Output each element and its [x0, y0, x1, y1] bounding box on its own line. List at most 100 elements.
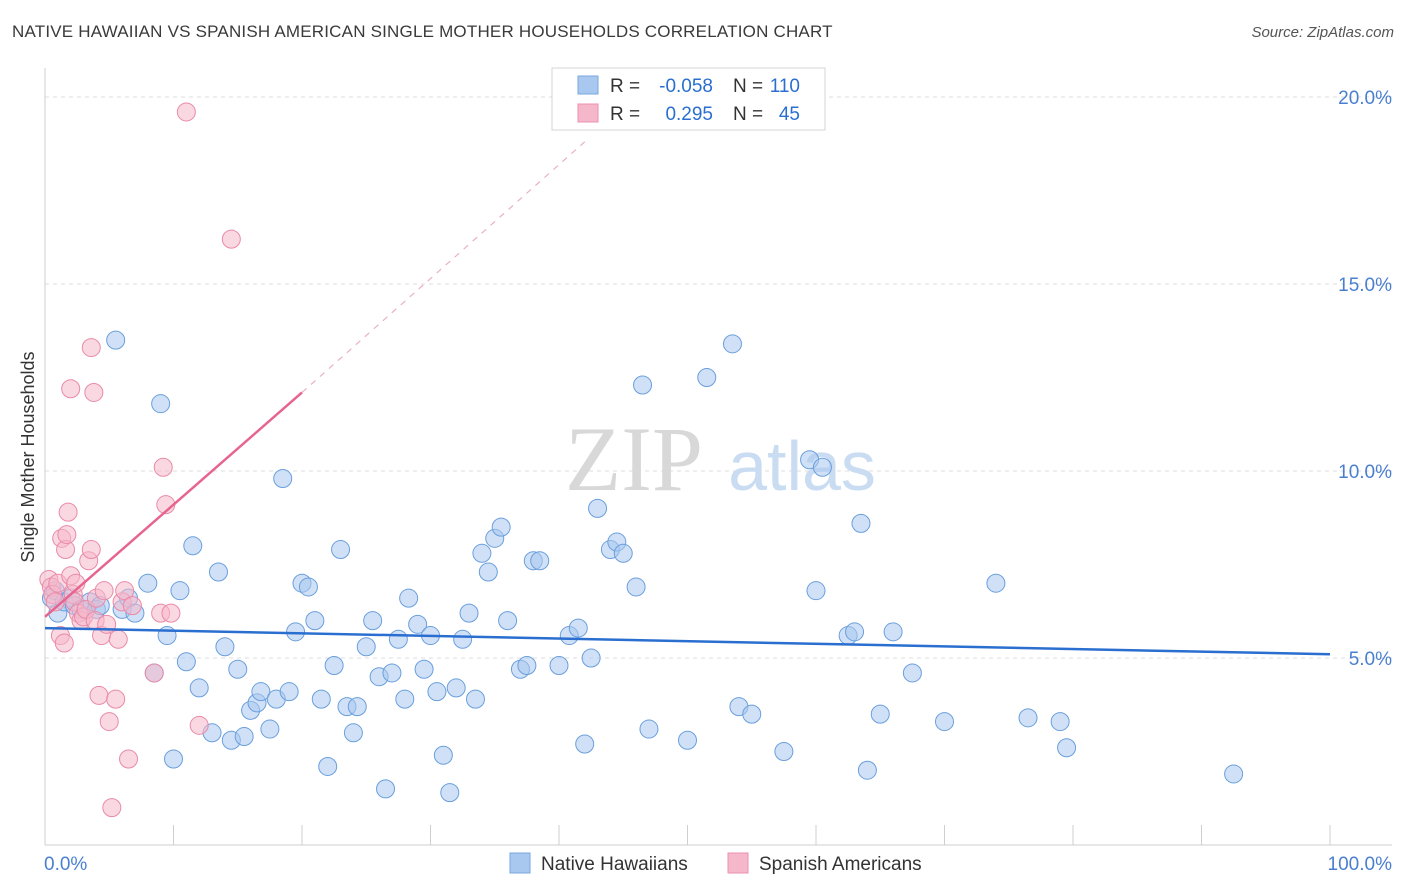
- spanish-american-point: [99, 712, 119, 732]
- native-hawaiian-point: [388, 629, 408, 649]
- native-hawaiian-point: [742, 704, 762, 724]
- native-hawaiian-point: [215, 637, 235, 657]
- native-hawaiian-point: [498, 611, 518, 631]
- native-hawaiian-point: [279, 682, 299, 702]
- native-hawaiian-point: [151, 394, 171, 414]
- native-hawaiian-point: [382, 663, 402, 683]
- spanish-american-point: [81, 338, 101, 358]
- native-hawaiian-point: [170, 581, 190, 601]
- spanish-american-point: [122, 596, 142, 616]
- y-tick-label: 15.0%: [1338, 275, 1392, 296]
- native-hawaiian-point: [857, 760, 877, 780]
- watermark-atlas: atlas: [728, 427, 876, 505]
- legend-n-label-2: N =: [733, 104, 763, 125]
- native-hawaiian-point: [331, 540, 351, 560]
- native-hawaiian-point: [517, 655, 537, 675]
- data-points: [39, 102, 1244, 818]
- y-axis-label: Single Mother Households: [18, 351, 38, 562]
- native-hawaiian-point: [697, 368, 717, 387]
- native-hawaiian-point: [311, 689, 331, 709]
- native-hawaiian-point: [408, 614, 428, 634]
- native-hawaiian-point: [722, 334, 742, 354]
- native-hawaiian-point: [1018, 708, 1038, 728]
- native-hawaiian-point: [465, 689, 485, 709]
- grid-lines: [45, 96, 1392, 659]
- legend-r-value-1: -0.058: [659, 76, 713, 97]
- spanish-american-point: [61, 379, 81, 399]
- legend-r-label-1: R =: [610, 76, 640, 97]
- legend-swatch-native-hawaiians: [577, 75, 599, 95]
- native-hawaiian-point: [626, 577, 646, 597]
- spanish-american-point: [102, 798, 122, 818]
- x-tick-label: 0.0%: [44, 854, 87, 875]
- spanish-american-point: [84, 382, 104, 402]
- native-hawaiian-point: [1050, 712, 1070, 732]
- native-hawaiian-point: [106, 330, 126, 350]
- native-hawaiian-point: [433, 745, 453, 765]
- watermark: ZIP atlas: [565, 408, 876, 510]
- bottom-legend-label-spanish-americans: Spanish Americans: [759, 854, 922, 875]
- legend-n-value-2: 45: [779, 104, 800, 125]
- spanish-american-point: [144, 663, 164, 683]
- native-hawaiian-point: [851, 513, 871, 533]
- native-hawaiian-point: [273, 468, 293, 488]
- native-hawaiian-point: [478, 562, 498, 582]
- native-hawaiian-point: [568, 618, 588, 638]
- native-hawaiian-point: [251, 682, 271, 702]
- spanish-american-point: [161, 603, 181, 623]
- bottom-legend-swatch-spanish-americans: [727, 852, 749, 874]
- native-hawaiian-point: [363, 611, 383, 631]
- native-hawaiian-point: [581, 648, 601, 668]
- native-hawaiian-point: [189, 678, 209, 698]
- source-label: Source: ZipAtlas.com: [1251, 24, 1394, 41]
- native-hawaiian-point: [588, 498, 608, 518]
- native-hawaiian-point: [414, 659, 434, 679]
- y-tick-label: 5.0%: [1349, 649, 1392, 670]
- spanish-american-point: [54, 633, 74, 653]
- native-hawaiian-point: [453, 629, 473, 649]
- native-hawaiian-point: [633, 375, 653, 395]
- bottom-legend-label-native-hawaiians: Native Hawaiians: [541, 854, 688, 875]
- chart-title: NATIVE HAWAIIAN VS SPANISH AMERICAN SING…: [12, 22, 833, 41]
- spanish-american-point: [108, 629, 128, 649]
- native-hawaiian-point: [883, 622, 903, 642]
- spanish-american-point: [176, 102, 196, 122]
- native-hawaiian-point: [318, 756, 338, 776]
- native-hawaiian-point: [395, 689, 415, 709]
- legend-n-value-1: 110: [770, 76, 800, 97]
- native-hawaiian-point: [491, 517, 511, 537]
- legend-n-label-1: N =: [733, 76, 763, 97]
- native-hawaiian-point: [613, 543, 633, 563]
- x-tick-label: 100.0%: [1328, 854, 1393, 875]
- native-hawaiian-point: [164, 749, 183, 769]
- native-hawaiian-point: [228, 659, 248, 679]
- spanish-american-point: [115, 581, 135, 601]
- spanish-american-point: [89, 685, 109, 705]
- native-hawaiian-point: [935, 712, 954, 732]
- native-hawaiian-point: [440, 783, 460, 803]
- native-hawaiian-point: [575, 734, 595, 754]
- native-hawaiian-point: [305, 611, 325, 631]
- native-hawaiian-point: [183, 536, 203, 556]
- native-hawaiian-point: [986, 573, 1006, 593]
- bottom-legend-swatch-native-hawaiians: [509, 852, 531, 874]
- y-tick-label: 10.0%: [1338, 462, 1392, 483]
- native-hawaiian-point: [549, 655, 569, 675]
- native-hawaiian-point: [399, 588, 419, 608]
- native-hawaiian-point: [347, 697, 367, 717]
- native-hawaiian-point: [138, 573, 158, 593]
- native-hawaiian-point: [298, 577, 318, 597]
- native-hawaiian-point: [639, 719, 659, 739]
- native-hawaiian-point: [678, 730, 697, 750]
- spanish-american-point: [189, 715, 209, 735]
- native-hawaiian-point: [845, 622, 865, 642]
- native-hawaiian-point: [427, 682, 447, 702]
- native-hawaiian-point: [459, 603, 479, 623]
- native-hawaiian-point: [902, 663, 922, 683]
- y-tick-label: 20.0%: [1338, 88, 1392, 109]
- native-hawaiian-point: [806, 581, 826, 601]
- native-hawaiian-point: [870, 704, 890, 724]
- native-hawaiian-point: [260, 719, 280, 739]
- native-hawaiian-point: [472, 543, 492, 563]
